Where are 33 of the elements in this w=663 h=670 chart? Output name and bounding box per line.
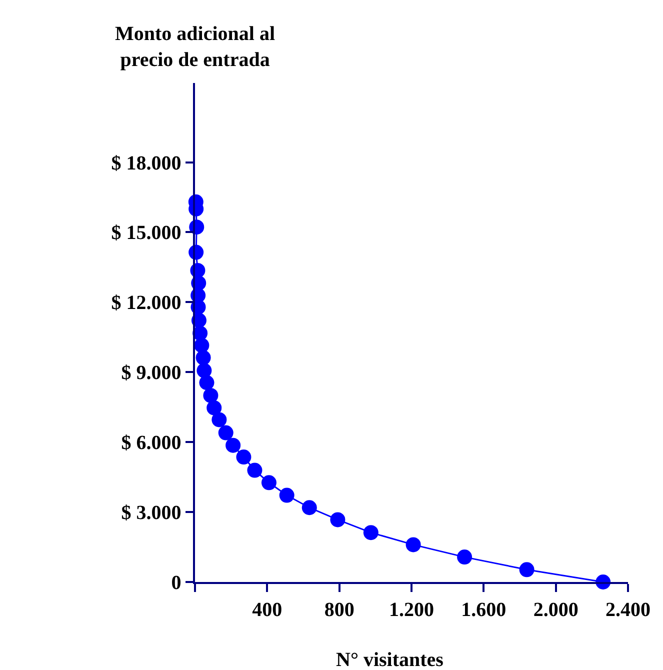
point [203, 388, 218, 403]
point [196, 363, 212, 378]
x-tick-label: 1.200 [389, 598, 434, 621]
point [330, 512, 346, 528]
point [519, 562, 534, 578]
point [363, 525, 378, 540]
y-tick-label: 0 [171, 572, 182, 594]
point [247, 462, 262, 478]
point [196, 350, 211, 366]
y-tick-label: $ 9.000 [121, 362, 182, 384]
point [199, 375, 214, 390]
x-tick-label: 2.400 [606, 598, 650, 621]
x-tick-label: 800 [324, 598, 354, 621]
y-tick-label: $ 18.000 [111, 152, 182, 174]
point [302, 500, 317, 516]
point [457, 550, 472, 565]
y-tick-label: $ 15.000 [111, 222, 182, 244]
point [261, 475, 276, 490]
y-tick-label: $ 3.000 [121, 502, 182, 524]
x-tick-label: 2.000 [533, 598, 578, 621]
point [206, 400, 222, 416]
point [212, 412, 227, 428]
y-tick-label: $ 12.000 [111, 292, 182, 314]
x-tick-label: 400 [252, 598, 282, 621]
point [406, 537, 421, 552]
x-axis-title: N° visitantes [336, 649, 444, 670]
point [236, 450, 252, 465]
point [226, 438, 241, 453]
y-tick-label: $ 6.000 [121, 432, 182, 454]
point [279, 488, 294, 503]
y-axis-title: Monto adicional al precio de entrada [115, 23, 276, 71]
x-tick-label: 1.600 [461, 598, 506, 621]
point [218, 425, 234, 440]
